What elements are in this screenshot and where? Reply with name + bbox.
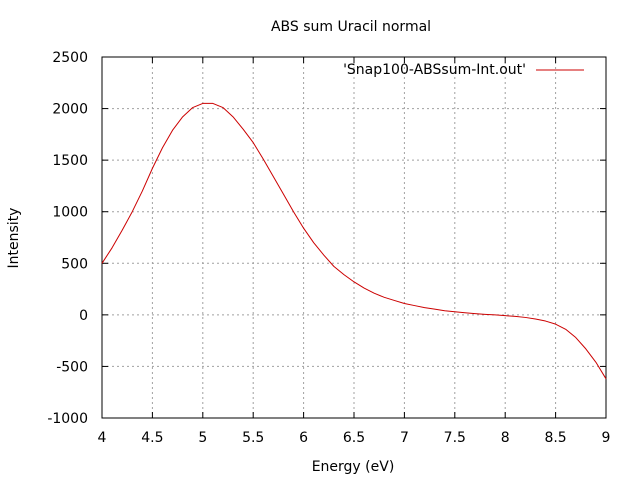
x-tick-label: 5	[198, 430, 207, 446]
x-tick-label: 8.5	[544, 430, 566, 446]
y-tick-label: 2000	[52, 102, 88, 118]
grid	[102, 57, 606, 418]
x-tick-label: 6	[299, 430, 308, 446]
y-tick-label: 0	[79, 308, 88, 324]
series-line	[101, 102, 607, 380]
axis-ticks: 4 4.5 5 5.5 6 6.5 7 7.5 8 8.5 9 -1000 -500 0 500 1000 15…	[47, 50, 610, 446]
chart-title: ABS sum Uracil normal	[271, 19, 431, 35]
y-tick-label: 1500	[52, 153, 88, 169]
x-tick-label: 8	[501, 430, 510, 446]
y-tick-label: -1000	[47, 411, 88, 427]
x-axis-label: Energy (eV)	[312, 459, 395, 475]
x-tick-label: 7	[400, 430, 409, 446]
series-layer	[101, 102, 607, 380]
x-tick-label: 4	[98, 430, 107, 446]
x-tick-label: 9	[602, 430, 611, 446]
y-tick-label: -500	[56, 359, 88, 375]
y-tick-label: 1000	[52, 205, 88, 221]
x-tick-label: 4.5	[141, 430, 163, 446]
y-axis-label: Intensity	[6, 208, 22, 269]
x-tick-label: 5.5	[242, 430, 264, 446]
x-tick-label: 7.5	[444, 430, 466, 446]
y-tick-label: 2500	[52, 50, 88, 66]
legend: 'Snap100-ABSsum-Int.out'	[343, 62, 584, 78]
y-tick-label: 500	[61, 256, 88, 272]
x-tick-label: 6.5	[343, 430, 365, 446]
legend-label: 'Snap100-ABSsum-Int.out'	[343, 62, 526, 78]
